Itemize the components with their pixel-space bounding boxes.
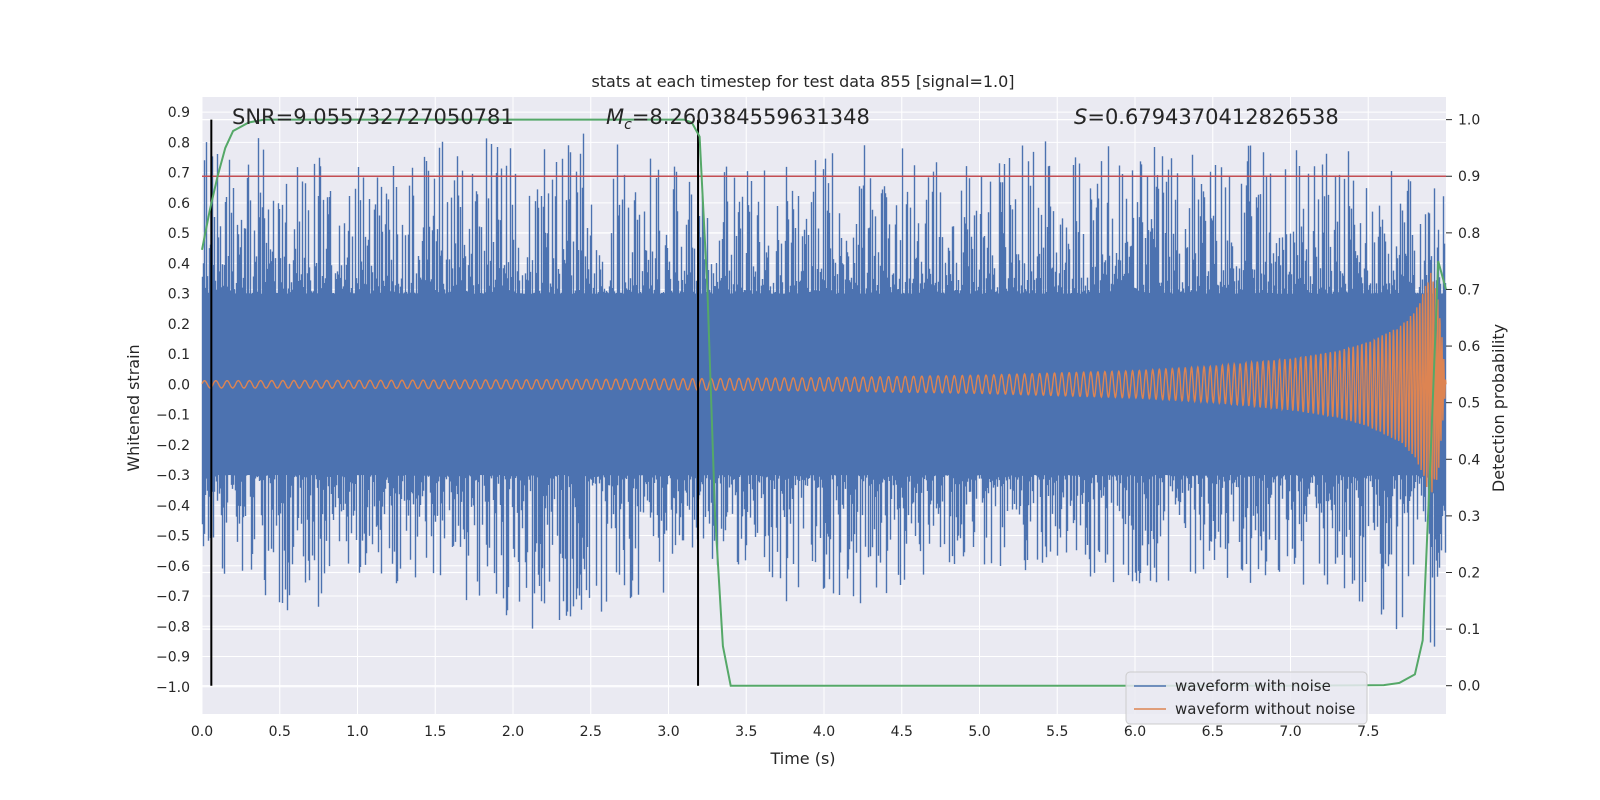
y-tick-label: −0.4: [156, 498, 190, 514]
y-tick-label: −0.3: [156, 468, 190, 484]
y-right-tick-label: 0.9: [1458, 169, 1480, 185]
y-right-tick-label: 0.3: [1458, 509, 1480, 525]
mc-subscript: c: [624, 117, 632, 133]
chart-title: stats at each timestep for test data 855…: [591, 72, 1014, 91]
y-tick-label: −0.1: [156, 408, 190, 424]
y-right-tick-label: 0.4: [1458, 452, 1480, 468]
series-layer: [201, 118, 1447, 687]
x-tick-label: 4.0: [813, 724, 835, 740]
y-tick-label: 0.3: [168, 287, 190, 303]
x-tick-label: 7.5: [1357, 724, 1379, 740]
x-tick-label: 6.5: [1202, 724, 1224, 740]
y-right-tick-label: 0.1: [1458, 622, 1480, 638]
s-value: =0.6794370412826538: [1087, 105, 1338, 129]
x-tick-label: 5.5: [1046, 724, 1068, 740]
x-tick-label: 0.0: [191, 724, 213, 740]
y-axis-label: Whitened strain: [124, 344, 143, 471]
y-right-tick-label: 0.7: [1458, 282, 1480, 298]
x-axis-label: Time (s): [769, 749, 835, 768]
y-tick-label: 0.1: [168, 347, 190, 363]
y-right-tick-label: 0.0: [1458, 679, 1480, 695]
legend-label-noise: waveform with noise: [1175, 677, 1331, 695]
x-tick-label: 1.0: [346, 724, 368, 740]
x-tick-label: 6.0: [1124, 724, 1146, 740]
y-tick-label: 0.8: [168, 135, 190, 151]
y-tick-label: −0.6: [156, 559, 190, 575]
y-tick-label: 0.9: [168, 105, 190, 121]
mc-symbol: M: [606, 105, 624, 129]
tick-labels: 0.0 0.5 1.0 1.5 2.0 2.5 3.0 3.5 4.0 4.5 5.0 5.5 6.0 6…: [156, 105, 1480, 740]
y-tick-label: −0.2: [156, 438, 190, 454]
mc-value: =8.260384559631348: [632, 105, 870, 129]
y-right-tick-label: 0.6: [1458, 339, 1480, 355]
snr-annotation: SNR=9.055732727050781: [232, 105, 514, 129]
x-tick-label: 5.0: [968, 724, 990, 740]
y-tick-label: 0.2: [168, 317, 190, 333]
mc-annotation: Mc=8.260384559631348: [606, 105, 870, 133]
x-tick-label: 3.0: [657, 724, 679, 740]
y-tick-label: −0.8: [156, 619, 190, 635]
y-right-tick-label: 0.2: [1458, 565, 1480, 581]
x-tick-label: 2.5: [580, 724, 602, 740]
y-tick-label: 0.0: [168, 377, 190, 393]
y-tick-label: −0.9: [156, 650, 190, 666]
detection-probability-line: [201, 118, 1447, 687]
legend-label-clean: waveform without noise: [1175, 700, 1355, 718]
y-tick-label: −1.0: [156, 680, 190, 696]
clean-waveform-line: [201, 272, 1447, 493]
x-tick-label: 0.5: [269, 724, 291, 740]
y-tick-label: 0.6: [168, 196, 190, 212]
x-tick-label: 4.5: [891, 724, 913, 740]
x-tick-label: 3.5: [735, 724, 757, 740]
y-right-tick-label: 1.0: [1458, 113, 1480, 129]
s-annotation: S=0.6794370412826538: [1074, 105, 1339, 129]
y-right-axis-label: Detection probability: [1489, 324, 1508, 492]
y-tick-label: −0.7: [156, 589, 190, 605]
y-right-tick-label: 0.8: [1458, 226, 1480, 242]
x-tick-label: 7.0: [1279, 724, 1301, 740]
y-tick-label: 0.5: [168, 226, 190, 242]
y-tick-label: −0.5: [156, 529, 190, 545]
y-tick-label: 0.7: [168, 166, 190, 182]
s-symbol: S: [1074, 105, 1087, 129]
x-tick-label: 1.5: [424, 724, 446, 740]
legend-box: [1125, 671, 1368, 725]
y-tick-label: 0.4: [168, 256, 190, 272]
legend: waveform with noise waveform without noi…: [1125, 671, 1368, 725]
x-tick-label: 2.0: [502, 724, 524, 740]
y-right-tick-label: 0.5: [1458, 396, 1480, 412]
